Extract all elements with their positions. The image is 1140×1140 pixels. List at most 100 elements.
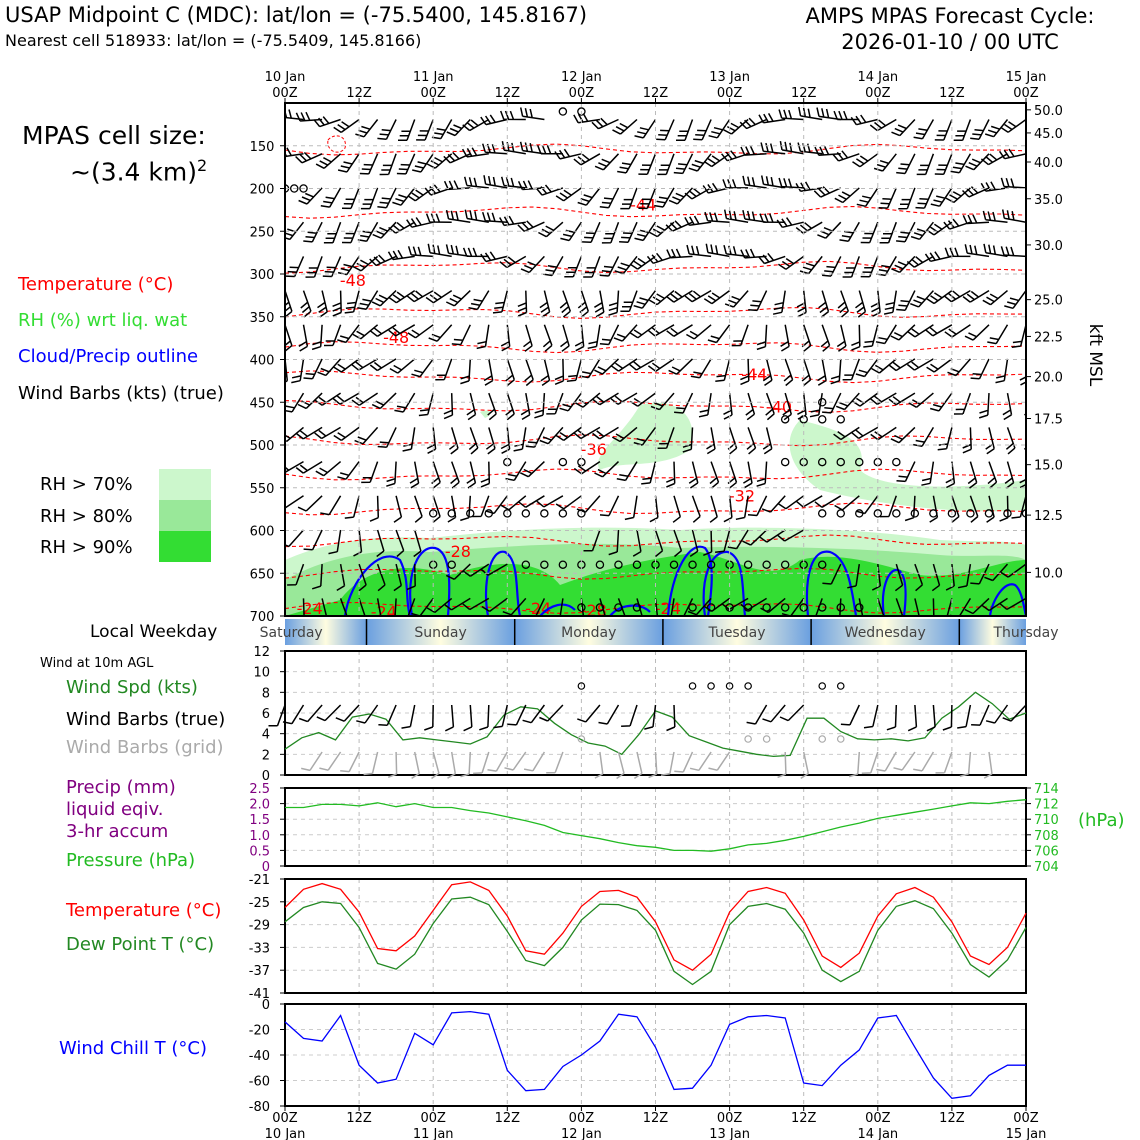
temp-frame	[284, 878, 1027, 994]
wind-barb	[313, 116, 341, 128]
wind-barb	[742, 210, 767, 223]
sfc-wind-barb	[444, 704, 455, 732]
wind-barb	[756, 461, 768, 487]
sfc-calm-marker	[725, 682, 734, 690]
legend-barbs-true: Wind Barbs (true)	[66, 709, 226, 730]
wind-barb	[760, 175, 786, 189]
wind-barb	[412, 153, 434, 173]
wind-barb	[460, 358, 472, 385]
wind-barb	[480, 563, 508, 576]
cell-size-label: MPAS cell size:	[22, 121, 206, 150]
wind-barb	[450, 461, 460, 489]
wind-barb	[634, 221, 657, 242]
wind-barb	[428, 324, 453, 342]
wind-barb	[945, 187, 971, 204]
wind-barb	[686, 244, 712, 258]
wind-barb	[460, 495, 472, 522]
wind-barb	[833, 110, 860, 121]
sfc-wind-barb	[282, 704, 305, 725]
wind-barb	[394, 598, 397, 616]
wind-barb	[970, 563, 990, 585]
wind-barb	[914, 598, 920, 616]
calm-wind-marker	[873, 509, 883, 518]
wind-barb	[657, 153, 675, 176]
bottom-time-label: 00Z	[865, 1111, 891, 1126]
wind-barb	[833, 426, 860, 441]
wind-barb	[888, 392, 916, 406]
calm-wind-marker	[595, 560, 605, 569]
wind-barb	[1019, 358, 1026, 386]
calm-wind-marker	[984, 509, 994, 518]
wind-barb	[616, 461, 638, 482]
wind-barb	[673, 529, 683, 558]
wind-barb	[517, 220, 545, 232]
wind-barb	[943, 218, 971, 230]
temp-ytick-label: -21	[249, 873, 270, 888]
wind-barb	[957, 563, 972, 589]
wind-barb	[723, 495, 733, 523]
wind-barb	[758, 113, 786, 124]
sfc-grid-wind-barb	[594, 751, 604, 779]
wind-barb	[795, 181, 823, 192]
wind-ytick-label: 10	[253, 666, 270, 681]
calm-wind-marker	[836, 603, 846, 612]
wind-barb	[930, 187, 953, 207]
wind-barb	[925, 324, 953, 337]
sfc-wind-barb	[971, 704, 990, 726]
calm-wind-marker	[521, 509, 531, 518]
ua-height-tick-label: 22.5	[1034, 330, 1063, 345]
wind-barb	[535, 598, 546, 616]
wind-barb	[377, 187, 397, 209]
wind-barb	[742, 529, 768, 546]
wind-barb	[599, 256, 620, 277]
temperature-label: -28	[445, 542, 471, 561]
wind-barb	[413, 495, 423, 523]
wind-barb	[904, 495, 916, 522]
sfc-grid-wind-barb	[913, 751, 935, 772]
wind-barb	[619, 221, 638, 244]
sfc-grid-wind-barb	[633, 751, 643, 780]
temperature-contour	[327, 135, 346, 153]
wind-barb	[351, 392, 379, 406]
sfc-wind-barb	[942, 704, 953, 731]
wind-barb	[517, 180, 545, 191]
wind-barb	[818, 290, 830, 318]
sfc-wind-barb	[762, 704, 786, 723]
wind-barb	[321, 598, 328, 616]
pressure-ytick-label: 712	[1034, 798, 1059, 813]
bottom-date-label: 14 Jan	[857, 1127, 898, 1140]
wind-barb	[682, 427, 694, 453]
wind-barb	[674, 392, 694, 414]
wind-barb	[688, 461, 699, 489]
wind-barb	[285, 461, 286, 463]
wind-barb	[964, 324, 990, 341]
legend-rh80: RH > 80%	[40, 506, 133, 527]
cloud-outline-segment	[409, 546, 451, 616]
calm-wind-marker	[817, 603, 827, 612]
wind-barb	[984, 119, 1009, 138]
calm-wind-marker	[855, 603, 864, 612]
calm-wind-marker	[817, 457, 827, 467]
wind-barb	[916, 153, 935, 176]
wind-barb	[684, 187, 712, 200]
calm-wind-marker	[1003, 509, 1012, 518]
sfc-grid-wind-barb	[447, 751, 457, 779]
wind-barb	[443, 180, 471, 191]
wind-barb	[999, 495, 1009, 522]
bottom-date-label: 12 Jan	[561, 1127, 602, 1140]
sfc-wind-barb	[507, 704, 527, 726]
calm-wind-marker	[428, 509, 438, 518]
wind-barb	[560, 221, 583, 242]
wind-ytick-label: 6	[262, 707, 270, 722]
wind-barb	[657, 427, 675, 449]
wind-barb	[723, 118, 749, 135]
wind-barb	[601, 221, 620, 244]
wind-barb	[546, 392, 564, 415]
wind-barb	[542, 256, 564, 277]
wind-barb	[535, 184, 564, 196]
ua-pressure-tick-label: 250	[250, 225, 275, 240]
wind-barb	[448, 427, 459, 455]
wind-barb	[883, 290, 898, 315]
sfc-wind-barb	[335, 704, 360, 722]
wind-barb	[418, 392, 434, 417]
